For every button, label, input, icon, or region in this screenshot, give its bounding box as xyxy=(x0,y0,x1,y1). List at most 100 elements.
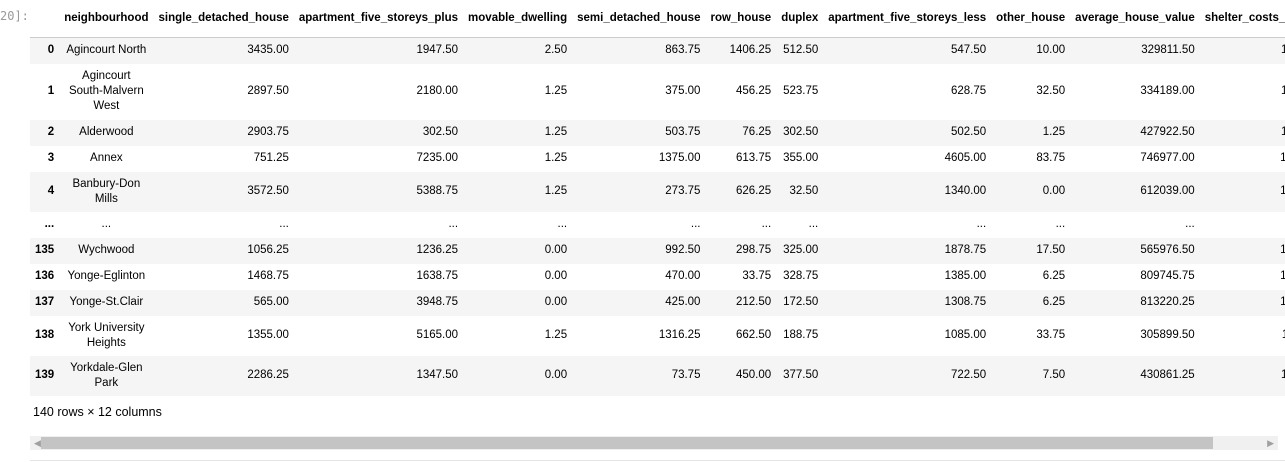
table-cell: 1.25 xyxy=(544,85,568,97)
scroll-right-icon[interactable]: ▶ xyxy=(1267,438,1274,448)
table-cell: ... xyxy=(690,218,701,230)
table-cell: ... xyxy=(279,218,289,230)
table-row: 3 Annex 751.25 7235.00 1.25 1375.00 613.75 355.… xyxy=(30,146,1285,172)
table-cell: 1.25 xyxy=(544,152,568,164)
table-cell: 863.75 xyxy=(665,44,701,57)
table-cell: 329811.50 xyxy=(1141,44,1195,57)
table-cell: 3948.75 xyxy=(416,296,459,308)
table-cell: 430861.25 xyxy=(1140,369,1195,381)
table-cell: ... xyxy=(101,218,112,230)
table-cell: 32.50 xyxy=(789,185,819,197)
table-cell: 565976.50 xyxy=(1140,244,1195,256)
table-cell: Agincourt South-Malvern West xyxy=(68,70,144,112)
table-cell: 1638.75 xyxy=(416,270,459,282)
table-cell: 1340.00 xyxy=(944,185,987,197)
table-cell: ... xyxy=(557,218,568,230)
table-cell: 722.50 xyxy=(950,369,987,381)
table-cell: Alderwood xyxy=(79,126,134,138)
table-cell: 746977.00 xyxy=(1140,152,1195,164)
table-cell: 2903.75 xyxy=(247,126,289,138)
table-cell: 7235.00 xyxy=(416,152,459,164)
divider xyxy=(30,460,1285,461)
table-cell: 1236.25 xyxy=(416,244,459,256)
table-cell: 1316.25 xyxy=(658,329,701,341)
column-header: average_house_value xyxy=(1070,0,1200,38)
table-cell: 2897.50 xyxy=(247,85,289,97)
table-cell: 1122.50 xyxy=(1280,369,1285,381)
column-header: shelter_costs_owned xyxy=(1199,0,1285,38)
table-cell: 612039.00 xyxy=(1140,185,1195,197)
table-cell: 1109.00 xyxy=(1280,44,1285,57)
table-row: 136 Yonge-Eglinton 1468.75 1638.75 0.00 470.0… xyxy=(30,264,1285,290)
table-cell: 0.00 xyxy=(544,244,568,256)
row-index: 136 xyxy=(35,270,55,282)
table-cell: 76.25 xyxy=(742,126,772,138)
table-row: 139 Yorkdale-Glen Park 2286.25 1347.50 0.00 7… xyxy=(30,355,1285,396)
table-cell: 628.75 xyxy=(950,85,987,97)
table-cell: ... xyxy=(1055,218,1066,230)
table-cell: Annex xyxy=(90,152,123,164)
table-cell: 1131.25 xyxy=(1280,85,1285,97)
table-cell: 73.75 xyxy=(671,369,701,381)
table-cell: 33.75 xyxy=(1036,329,1066,341)
table-cell: 470.00 xyxy=(665,270,701,282)
table-cell: 273.75 xyxy=(665,185,701,197)
table-cell: Banbury-Don Mills xyxy=(72,177,141,205)
table-cell: 662.50 xyxy=(736,329,772,341)
table-cell: 1056.25 xyxy=(247,244,289,256)
table-cell: Yonge-Eglinton xyxy=(67,270,146,282)
table-cell: 809745.75 xyxy=(1140,270,1195,282)
table-cell: 565.00 xyxy=(253,296,289,308)
table-cell: 613.75 xyxy=(736,152,772,164)
table-cell: 456.25 xyxy=(736,85,772,97)
column-header: semi_detached_house xyxy=(572,0,706,38)
table-cell: 1385.00 xyxy=(944,270,987,282)
table-cell: 1355.00 xyxy=(247,329,289,341)
table-cell: 3572.50 xyxy=(247,185,289,197)
column-header: single_detached_house xyxy=(153,0,294,38)
table-cell: 1390.75 xyxy=(1280,244,1285,256)
table-row: 1 Agincourt South-Malvern West 2897.50 2180… xyxy=(30,64,1285,120)
table-cell: ... xyxy=(1200,212,1285,238)
table-cell: 6.25 xyxy=(1042,270,1066,282)
table-cell: ... xyxy=(1185,218,1195,230)
table-row: 2 Alderwood 2903.75 302.50 1.25 503.75 76.25 30… xyxy=(30,119,1285,146)
table-cell: ... xyxy=(448,218,459,230)
table-cell: 547.50 xyxy=(950,44,987,57)
dataframe-output: neighbourhood single_detached_house apartm… xyxy=(30,0,1285,400)
column-header: apartment_five_storeys_plus xyxy=(293,0,464,38)
table-cell: 6.25 xyxy=(1042,296,1066,308)
table-cell: 298.75 xyxy=(736,244,772,256)
table-cell: 1308.75 xyxy=(944,296,987,308)
table-cell: 5388.75 xyxy=(416,185,459,197)
table-row: 135 Wychwood 1056.25 1236.25 0.00 992.50 298.7… xyxy=(30,237,1285,264)
table-row: 4 Banbury-Don Mills 3572.50 5388.75 1.25 273.… xyxy=(30,171,1285,212)
table-cell: 302.50 xyxy=(422,126,459,138)
table-cell: 1799.50 xyxy=(1280,270,1285,282)
table-cell: 0.00 xyxy=(1042,185,1066,197)
row-index: 138 xyxy=(35,329,55,341)
table-cell: Agincourt North xyxy=(66,44,147,57)
scroll-left-icon[interactable]: ◀ xyxy=(34,438,41,448)
table-cell: 1406.25 xyxy=(729,44,772,57)
table-cell: 1.25 xyxy=(544,126,568,138)
scrollbar-thumb[interactable] xyxy=(41,437,1213,449)
table-cell: 813220.25 xyxy=(1140,296,1195,308)
column-header: neighbourhood xyxy=(59,0,154,38)
table-cell: Yonge-St.Clair xyxy=(69,296,144,308)
column-header: duplex xyxy=(776,0,824,38)
table-cell: 1375.00 xyxy=(658,152,701,164)
table-cell: 375.00 xyxy=(665,85,701,97)
table-cell: 427922.50 xyxy=(1140,126,1195,138)
table-cell: 1116.75 xyxy=(1200,316,1285,356)
table-cell: Yorkdale-Glen Park xyxy=(70,361,143,389)
row-index: 135 xyxy=(35,244,55,256)
table-cell: 2180.00 xyxy=(416,85,459,97)
table-cell: 523.75 xyxy=(783,85,819,97)
table-row: 0 Agincourt North 3435.00 1947.50 2.50 863.75… xyxy=(30,37,1285,64)
table-cell: 328.75 xyxy=(783,270,819,282)
table-row: 137 Yonge-St.Clair 565.00 3948.75 0.00 425.00… xyxy=(30,289,1285,316)
table-cell: 1463.50 xyxy=(1280,185,1285,197)
table-cell: 334189.00 xyxy=(1140,85,1195,97)
horizontal-scrollbar[interactable]: ◀ ▶ xyxy=(30,436,1278,450)
